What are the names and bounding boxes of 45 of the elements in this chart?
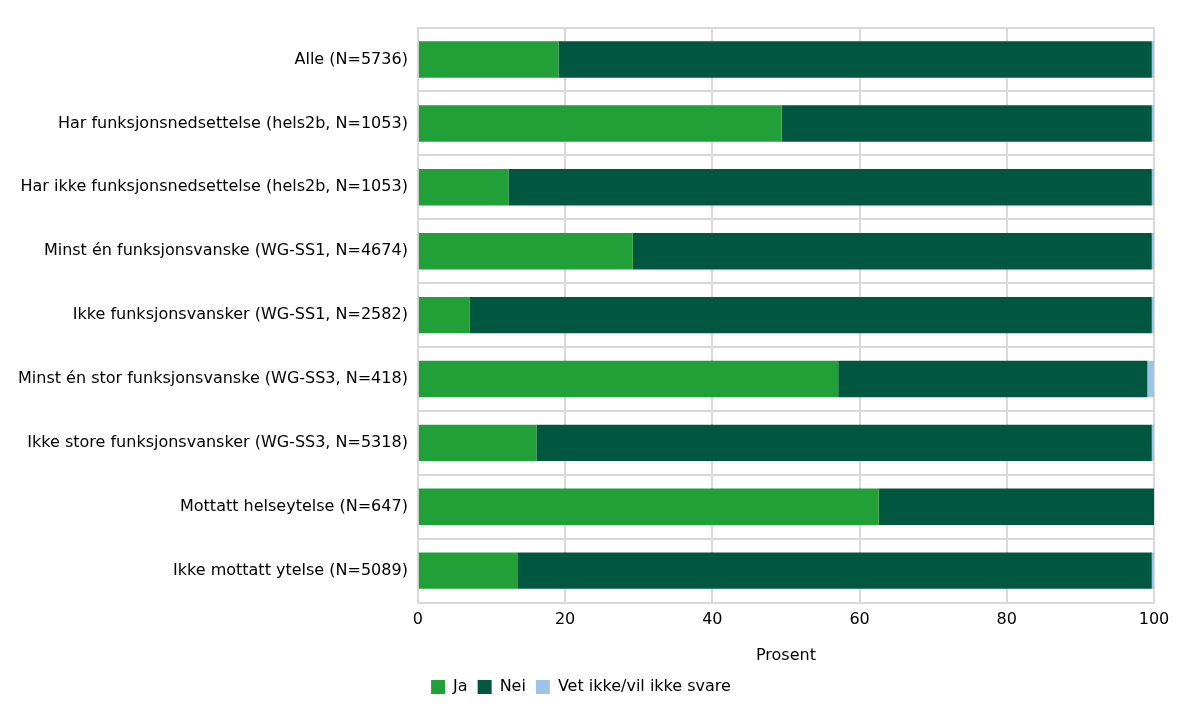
bar <box>418 105 782 142</box>
y-tick-label: Alle (N=5736) <box>294 48 408 68</box>
y-tick-label: Har funksjonsnedsettelse (hels2b, N=1053) <box>57 112 408 132</box>
bar <box>469 296 1152 334</box>
legend-label: Ja <box>452 676 468 696</box>
y-tick-label: Minst én funksjonsvanske (WG-SS1, N=4674) <box>43 240 408 260</box>
bar <box>418 41 559 78</box>
y-tick-label: Ikke funksjonsvansker (WG-SS1, N=2582) <box>72 304 408 324</box>
bar <box>418 552 518 589</box>
bar <box>1151 105 1154 142</box>
bar <box>878 488 1154 525</box>
x-tick-label: 100 <box>1138 609 1170 629</box>
bar <box>1151 424 1154 462</box>
x-tick-label: 40 <box>702 609 723 629</box>
bar <box>536 424 1152 462</box>
bar <box>418 360 839 398</box>
legend-label: Vet ikke/vil ikke svare <box>557 676 731 696</box>
x-tick-label: 0 <box>412 609 423 629</box>
bar <box>418 233 633 270</box>
x-tick-label: 60 <box>849 609 870 629</box>
bar <box>418 424 537 462</box>
x-tick-label: 80 <box>996 609 1017 629</box>
bar <box>418 169 509 206</box>
y-tick-label: Ikke mottatt ytelse (N=5089) <box>173 559 408 579</box>
bar <box>1151 41 1154 78</box>
bar <box>781 105 1152 142</box>
bar <box>508 169 1152 206</box>
bar <box>632 233 1152 270</box>
bar <box>558 41 1152 78</box>
bar <box>418 296 470 334</box>
bar <box>1147 360 1154 398</box>
bar <box>418 488 879 525</box>
x-axis-title: Prosent <box>755 644 816 664</box>
bar <box>517 552 1152 589</box>
y-tick-label: Minst én stor funksjonsvanske (WG-SS3, N=418) <box>18 368 408 388</box>
y-tick-label: Har ikke funksjonsnedsettelse (hels2b, N=1053) <box>20 176 408 196</box>
bar <box>1151 233 1154 270</box>
x-tick-label: 20 <box>554 609 576 629</box>
bar <box>1151 296 1154 334</box>
bar <box>838 360 1148 398</box>
bar <box>1151 169 1154 206</box>
bar <box>1151 552 1154 589</box>
y-tick-label: Mottatt helseytelse (N=647) <box>179 495 408 515</box>
legend-label: Nei <box>499 676 526 696</box>
y-tick-label: Ikke store funksjonsvansker (WG-SS3, N=5318) <box>27 432 408 452</box>
